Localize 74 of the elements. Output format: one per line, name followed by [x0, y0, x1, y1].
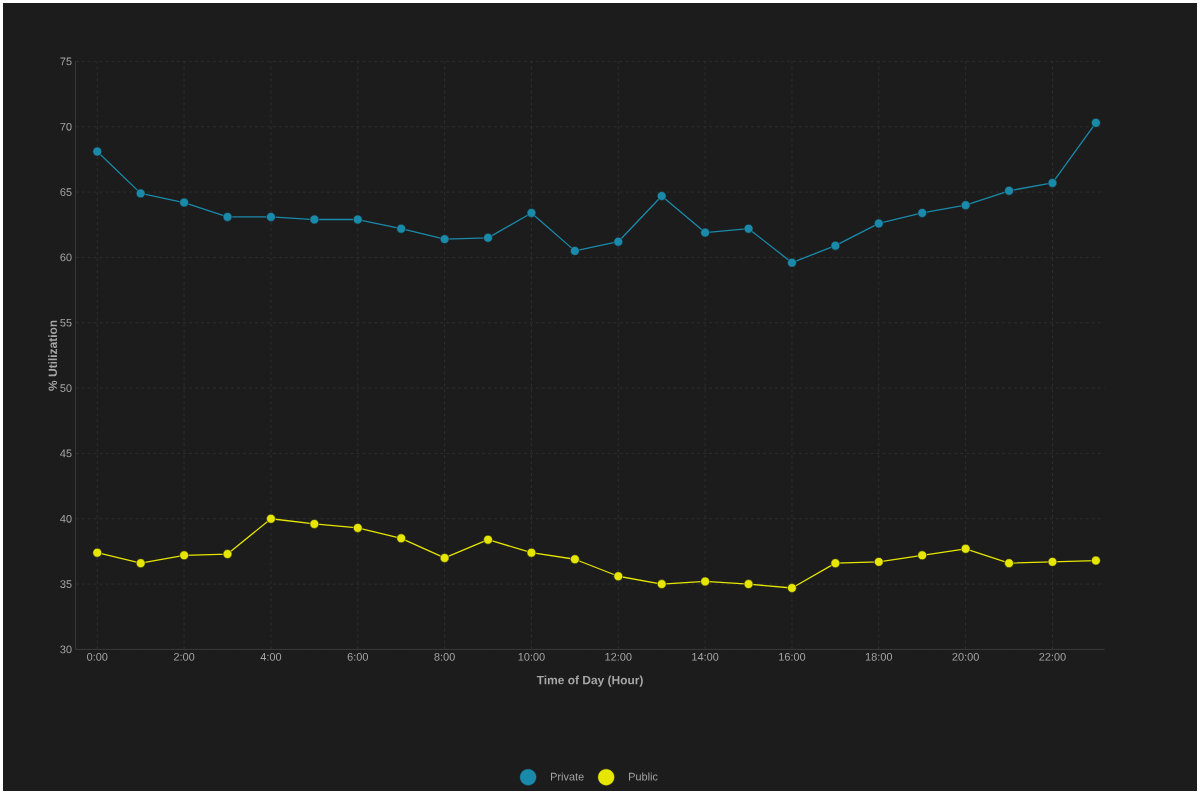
x-tick-label: 20:00: [952, 652, 979, 661]
point: [1047, 178, 1058, 188]
point: [613, 236, 624, 247]
x-tick-label: 2:00: [173, 652, 195, 661]
point: [570, 554, 580, 565]
point: [700, 227, 710, 238]
point: [266, 513, 276, 524]
point: [266, 212, 276, 222]
point: [526, 208, 537, 218]
x-tick-label: 14:00: [692, 652, 719, 661]
point: [1004, 558, 1014, 568]
point: [439, 234, 450, 244]
point: [352, 523, 363, 533]
point: [309, 519, 320, 529]
y-tick-label: 35: [60, 580, 72, 588]
point: [656, 579, 667, 589]
x-tick-label: 22:00: [1039, 652, 1066, 661]
point: [1091, 555, 1101, 566]
y-tick-label: 65: [60, 188, 72, 196]
y-tick-label: 50: [60, 384, 72, 392]
point: [483, 534, 493, 545]
x-tick-label: 0:00: [87, 652, 108, 661]
y-axis-title: % Utilization: [48, 320, 57, 391]
point: [179, 197, 189, 208]
point: [179, 550, 189, 561]
point: [917, 208, 927, 218]
x-tick-label: 10:00: [518, 652, 545, 661]
point: [787, 257, 797, 268]
point: [874, 557, 884, 567]
point: [92, 547, 103, 558]
y-tick-label: 60: [60, 253, 72, 262]
point: [830, 558, 841, 568]
y-tick-label: 30: [60, 645, 72, 654]
point: [1047, 557, 1058, 567]
point: [743, 223, 754, 234]
point: [222, 549, 233, 559]
point: [483, 233, 493, 243]
point: [874, 218, 884, 229]
point: [960, 544, 971, 554]
legend-label: Public: [629, 772, 658, 781]
point: [396, 223, 406, 234]
point: [135, 188, 146, 199]
point: [222, 212, 233, 222]
y-tick-label: 40: [60, 514, 72, 523]
point: [135, 558, 146, 568]
y-tick-label: 55: [60, 318, 72, 327]
y-tick-label: 75: [60, 57, 72, 66]
x-tick-label: 12:00: [605, 652, 632, 661]
point: [92, 146, 103, 157]
point: [613, 571, 624, 582]
x-tick-label: 16:00: [779, 652, 806, 661]
point: [526, 547, 537, 558]
point: [309, 214, 320, 225]
point: [700, 576, 710, 587]
x-axis-title: Time of Day (Hour): [536, 675, 643, 687]
x-tick-label: 6:00: [347, 652, 368, 661]
legend-label: Private: [551, 772, 584, 781]
point: [1004, 185, 1014, 196]
y-tick-label: 70: [60, 122, 72, 131]
point: [439, 553, 450, 563]
point: [352, 214, 363, 225]
x-tick-label: 8:00: [434, 652, 455, 661]
y-tick-label: 45: [60, 449, 72, 458]
point: [396, 533, 406, 544]
point: [960, 200, 971, 210]
point: [917, 550, 927, 561]
point: [656, 191, 667, 201]
point: [830, 240, 841, 251]
x-tick-label: 4:00: [260, 652, 282, 661]
point: [1091, 118, 1101, 128]
point: [787, 583, 797, 593]
point: [743, 579, 754, 589]
point: [570, 246, 580, 256]
x-tick-label: 18:00: [865, 652, 893, 661]
